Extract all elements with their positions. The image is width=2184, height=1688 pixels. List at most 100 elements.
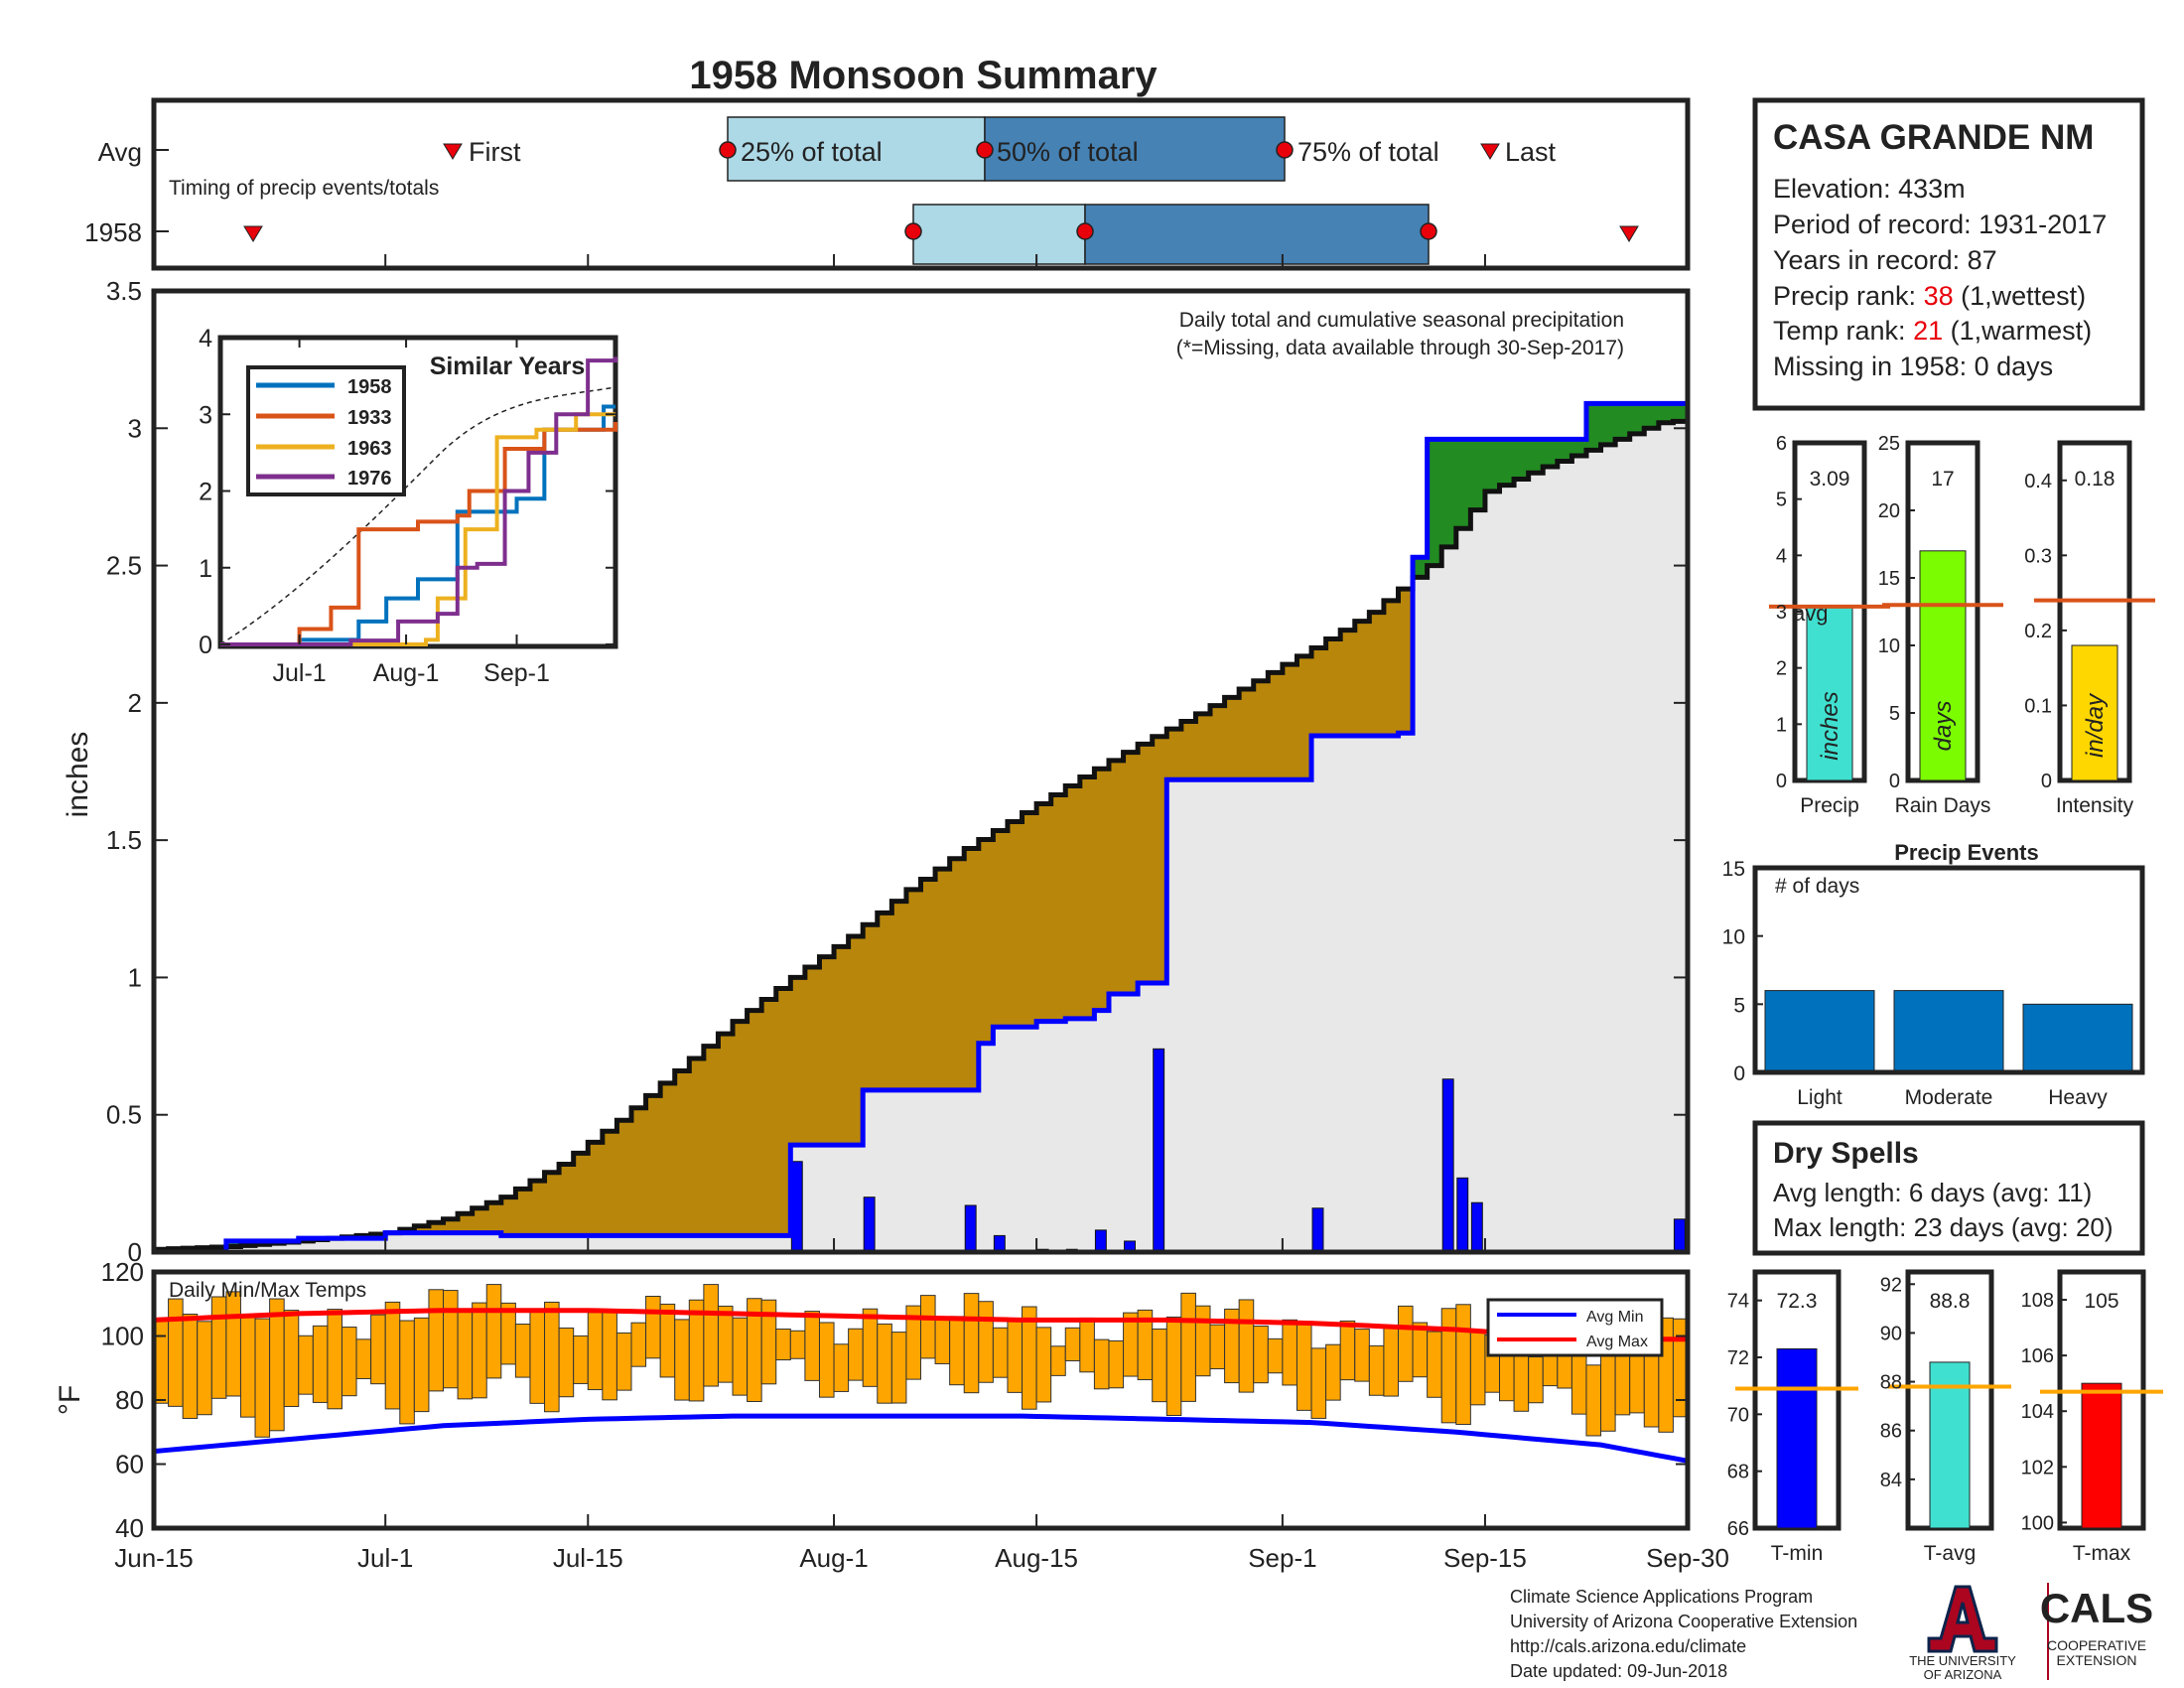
timing-panel: Avg 1958 First Last 25% of total 50% of …: [84, 97, 1691, 271]
mini-label-0: Precip: [1800, 794, 1859, 817]
temp-bar-88: [1427, 1331, 1442, 1398]
year-25pct-dot: [904, 222, 922, 240]
temp-summary-bar-1: [1929, 1361, 1971, 1529]
ua-logo: THE UNIVERSITY OF ARIZONA: [1909, 1585, 2016, 1682]
temp-summary-chart-2: 100 102 104 106 108 105 T-max: [2021, 1269, 2163, 1565]
station-temp-rank: Temp rank: 21 (1,warmest): [1773, 316, 2092, 346]
mini-value-1: 17: [1931, 468, 1954, 491]
temp-bar-77: [1267, 1337, 1284, 1374]
temp-bar-65: [1093, 1338, 1110, 1390]
temp-bar-61: [1035, 1327, 1052, 1403]
main-xtick-label-4: Aug-15: [995, 1543, 1078, 1573]
mini-ytick-label-1-3: 15: [1878, 568, 1900, 590]
main-xtick-label-3: Aug-1: [799, 1543, 868, 1573]
daily-precip-bar-10: [1441, 1078, 1454, 1253]
temp-summary-chart-1: 84 86 88 90 92 88.8 T-avg: [1880, 1269, 2011, 1565]
footer: Climate Science Applications Program Uni…: [1510, 1583, 2153, 1682]
temp-summary-value-2: 105: [2084, 1290, 2118, 1313]
main-ytick-label-6: 3: [128, 413, 142, 443]
temp-bar-69: [1152, 1328, 1167, 1403]
temp-bar-91: [1469, 1331, 1486, 1406]
footer-line1: Climate Science Applications Program: [1510, 1587, 1813, 1607]
mini-ytick-label-2-3: 0.3: [2024, 545, 2052, 567]
cals-logo-text: CALS: [2040, 1585, 2153, 1631]
mini-ytick-label-1-4: 20: [1878, 500, 1900, 522]
shared-x-axis: Jun-15 Jul-1 Jul-15 Aug-1 Aug-15 Sep-1 Sep-15 S…: [114, 254, 1729, 1573]
main-ytick-label-5: 2.5: [106, 551, 142, 581]
temp-bar-83: [1354, 1329, 1370, 1382]
temp-bar-33: [630, 1322, 647, 1367]
temp-summary-ytick-label-0-0: 66: [1727, 1518, 1749, 1540]
similar-years-inset: 0 1 2 3 4 Jul-1 Aug-1 Sep-1 Similar Years 1958…: [199, 325, 618, 687]
temp-bar-19: [428, 1289, 445, 1392]
cals-sub-2: EXTENSION: [2057, 1652, 2137, 1668]
mini-ytick-label-0-0: 0: [1776, 771, 1787, 792]
temp-bar-25: [514, 1324, 531, 1378]
temp-bar-29: [573, 1335, 589, 1384]
temp-bar-2: [182, 1314, 199, 1419]
temp-bar-3: [197, 1321, 212, 1416]
temp-bar-34: [645, 1296, 661, 1359]
ua-text-1: THE UNIVERSITY: [1909, 1653, 2016, 1668]
temp-summary-ytick-label-0-2: 70: [1727, 1404, 1749, 1426]
temp-bar-57: [978, 1301, 994, 1383]
daily-precip-bar-9: [1311, 1207, 1324, 1253]
station-elevation: Elevation: 433m: [1773, 174, 1966, 204]
events-ytick-label-1: 5: [1733, 994, 1745, 1017]
events-xtick-label-0: Light: [1797, 1086, 1843, 1109]
observed-cumulative-area: [154, 421, 1688, 1252]
daily-precip-bar-0: [790, 1161, 803, 1253]
main-ytick-label-1: 0.5: [106, 1100, 142, 1130]
main-xtick-label-7: Sep-30: [1646, 1543, 1729, 1573]
dry-spells-title: Dry Spells: [1773, 1137, 1919, 1170]
main-xtick-label-1: Jul-1: [357, 1543, 413, 1573]
cals-sub-1: COOPERATIVE: [2047, 1637, 2146, 1653]
temp-bar-9: [283, 1310, 300, 1407]
temp-bar-12: [327, 1309, 342, 1410]
avg-first-marker: [443, 143, 463, 160]
main-precip-chart: 0 0.5 1 1.5 2 2.5 3 3.5 inches Daily total and …: [62, 276, 1691, 1267]
mini-ytick-label-0-2: 2: [1776, 658, 1787, 680]
temp-summary-ytick-label-1-4: 92: [1880, 1274, 1902, 1296]
timing-1958-box-group: [912, 204, 1430, 265]
temp-legend-box: [1486, 1298, 1664, 1357]
precip-events-panel: Precip Events 0 5 10 15 # of days Light Mode…: [1722, 840, 2145, 1109]
temp-bar-71: [1180, 1292, 1196, 1402]
daily-precip-bars: [790, 1048, 1686, 1253]
similar-years-title: Similar Years: [430, 352, 586, 380]
timing-caption: Timing of precip events/totals: [169, 177, 439, 200]
mini-ytick-label-2-0: 0: [2041, 771, 2052, 792]
footer-line2: University of Arizona Cooperative Extens…: [1510, 1612, 1857, 1631]
station-precip-rank: Precip rank: 38 (1,wettest): [1773, 281, 2086, 311]
mini-value-2: 0.18: [2075, 468, 2116, 491]
station-years: Years in record: 87: [1773, 245, 1997, 275]
temp-summary-bars: 66 68 70 72 74 72.3 T-min 84 86 88 90 92 88.8 T-avg 10…: [1727, 1269, 2163, 1565]
mini-ytick-label-0-6: 6: [1776, 433, 1787, 455]
main-ytick-label-0: 0: [128, 1237, 142, 1267]
mini-ytick-label-2-4: 0.4: [2024, 471, 2052, 492]
temp-summary-label-2: T-max: [2073, 1542, 2131, 1565]
main-xtick-label-6: Sep-15: [1443, 1543, 1527, 1573]
first-label: First: [469, 137, 521, 167]
temp-bar-72: [1194, 1305, 1211, 1377]
footer-line3: http://cals.arizona.edu/climate: [1510, 1636, 1746, 1656]
temp-bar-81: [1325, 1343, 1341, 1401]
timing-avg-box-early: [727, 116, 986, 182]
year-50pct-dot: [1076, 222, 1094, 240]
temp-bar-7: [254, 1318, 271, 1438]
temp-y-axis: 40 60 80 100 120: [101, 1257, 1688, 1543]
avg-50pct-dot: [976, 141, 994, 159]
station-name: CASA GRANDE NM: [1773, 118, 2094, 157]
temp-summary-bar-2: [2081, 1382, 2122, 1529]
dry-spells-avg: Avg length: 6 days (avg: 11): [1773, 1178, 2092, 1207]
temp-bar-58: [992, 1327, 1009, 1378]
temp-bar-15: [370, 1314, 386, 1385]
similar-line-1933: [220, 421, 617, 646]
mini-bar-0: [1806, 606, 1853, 781]
similar-line-1976: [220, 356, 617, 646]
temp-bar-30: [587, 1312, 604, 1391]
temp-bar-82: [1339, 1320, 1356, 1381]
main-annotation: Daily total and cumulative seasonal prec…: [1179, 309, 1624, 332]
similar-xtick-label-2: Sep-1: [483, 659, 550, 687]
year-75pct-dot: [1420, 222, 1437, 240]
